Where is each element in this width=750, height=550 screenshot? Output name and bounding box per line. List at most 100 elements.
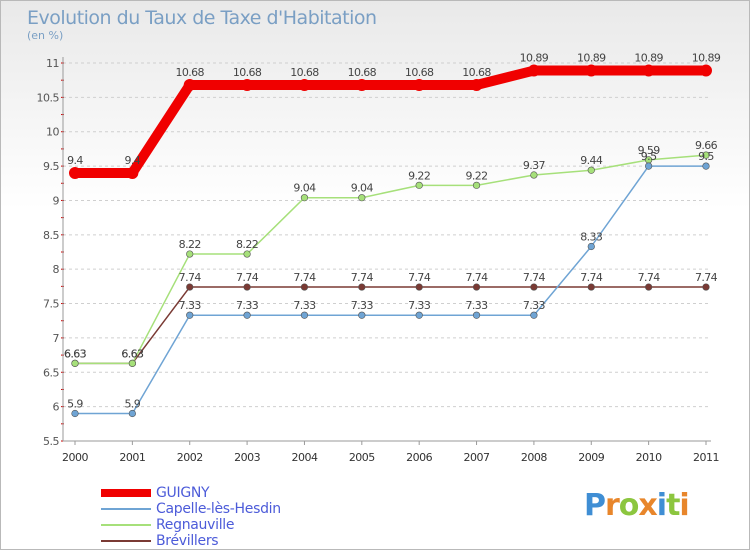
legend-item: GUIGNY [101, 485, 361, 501]
legend-swatch [101, 508, 151, 510]
legend-swatch [101, 489, 151, 497]
data-point [358, 194, 366, 202]
x-tick-label: 2006 [406, 451, 432, 464]
y-tick-label: 10.5 [37, 91, 60, 104]
legend: GUIGNY Capelle-lès-Hesdin Regnauville Brévi… [101, 485, 361, 549]
chart-title: Evolution du Taux de Taxe d'Habitation [27, 7, 377, 29]
data-point [243, 311, 251, 319]
data-point [300, 194, 309, 202]
data-point [300, 283, 309, 291]
data-label: 7.74 [351, 271, 374, 284]
data-point [530, 311, 538, 319]
data-label: 7.74 [580, 271, 603, 284]
data-label: 10.89 [577, 52, 606, 65]
legend-swatch [101, 524, 151, 526]
data-label: 8.33 [580, 231, 603, 244]
data-label: 10.89 [692, 52, 721, 65]
data-point [645, 283, 653, 291]
data-label: 7.33 [465, 299, 488, 312]
data-label: 10.68 [175, 66, 204, 79]
brand-letter: P [584, 488, 606, 523]
y-tick-label: 6 [53, 401, 60, 414]
data-point [470, 78, 483, 91]
data-point [71, 409, 79, 418]
data-label: 6.63 [121, 347, 144, 360]
data-label: 6.63 [64, 347, 87, 360]
data-point [186, 311, 194, 319]
chart-subtitle: (en %) [27, 29, 64, 42]
data-label: 8.22 [236, 238, 258, 251]
data-label: 7.74 [638, 271, 661, 284]
data-label: 9.22 [465, 169, 487, 182]
x-tick-label: 2009 [578, 451, 604, 464]
data-point [587, 166, 595, 174]
data-label: 7.74 [465, 271, 488, 284]
data-label: 9.44 [580, 154, 603, 167]
data-label: 10.68 [348, 66, 377, 79]
data-point [472, 311, 481, 319]
y-tick-label: 8 [53, 263, 60, 276]
y-tick-label: 7 [53, 332, 60, 345]
legend-label: Capelle-lès-Hesdin [156, 501, 281, 517]
data-point [126, 166, 139, 179]
data-point [415, 311, 423, 319]
x-tick-label: 2000 [62, 451, 88, 464]
y-tick-label: 11 [46, 57, 59, 70]
series-line-guigny [70, 65, 711, 178]
x-tick-label: 2001 [119, 451, 145, 464]
data-point [472, 181, 481, 189]
data-label: 7.33 [236, 299, 259, 312]
data-label: 9.5 [698, 150, 714, 163]
legend-swatch [101, 540, 151, 542]
data-point [358, 283, 366, 291]
series-line-capelle-l-s-hesdin [74, 165, 707, 415]
data-point [413, 78, 426, 91]
data-point [415, 283, 423, 291]
y-tick-label: 6.5 [43, 366, 59, 379]
data-label: 9.37 [523, 159, 546, 172]
legend-label: Brévillers [156, 533, 219, 549]
y-tick-label: 5.5 [43, 435, 59, 448]
data-label: 10.68 [462, 66, 491, 79]
brand-letter: i [679, 488, 689, 523]
data-point [527, 64, 540, 77]
y-tick-label: 10 [46, 126, 59, 139]
data-label: 8.22 [179, 238, 201, 251]
legend-item: Capelle-lès-Hesdin [101, 501, 361, 517]
data-point [587, 242, 595, 251]
x-tick-label: 2005 [349, 451, 375, 464]
brand-letter: o [618, 488, 640, 523]
series-line-br-villers [74, 286, 707, 365]
data-point [298, 78, 311, 91]
data-point [702, 283, 710, 291]
data-point [241, 78, 254, 91]
data-point [355, 78, 368, 91]
data-label: 10.68 [290, 66, 319, 79]
data-label: 10.89 [634, 52, 663, 65]
y-tick-label: 9.5 [43, 160, 59, 173]
data-label: 10.89 [520, 52, 549, 65]
data-label: 7.33 [408, 299, 431, 312]
x-tick-label: 2003 [234, 451, 260, 464]
data-label: 7.74 [179, 271, 202, 284]
data-point [71, 359, 79, 367]
data-point [128, 359, 136, 367]
data-point [243, 283, 251, 291]
data-point [186, 250, 194, 258]
data-label: 7.74 [408, 271, 431, 284]
data-point [702, 162, 710, 170]
data-label: 7.33 [293, 299, 316, 312]
data-label: 5.9 [125, 398, 141, 411]
data-point [530, 171, 538, 179]
data-point [186, 283, 194, 291]
data-label: 9.22 [408, 169, 430, 182]
data-label: 10.68 [233, 66, 262, 79]
data-label: 9.04 [351, 182, 374, 195]
legend-item: Brévillers [101, 533, 361, 549]
data-label: 7.33 [523, 299, 546, 312]
data-label: 7.33 [179, 299, 202, 312]
data-point [530, 283, 538, 291]
brand-letter: x [638, 488, 657, 523]
y-tick-label: 7.5 [43, 298, 59, 311]
